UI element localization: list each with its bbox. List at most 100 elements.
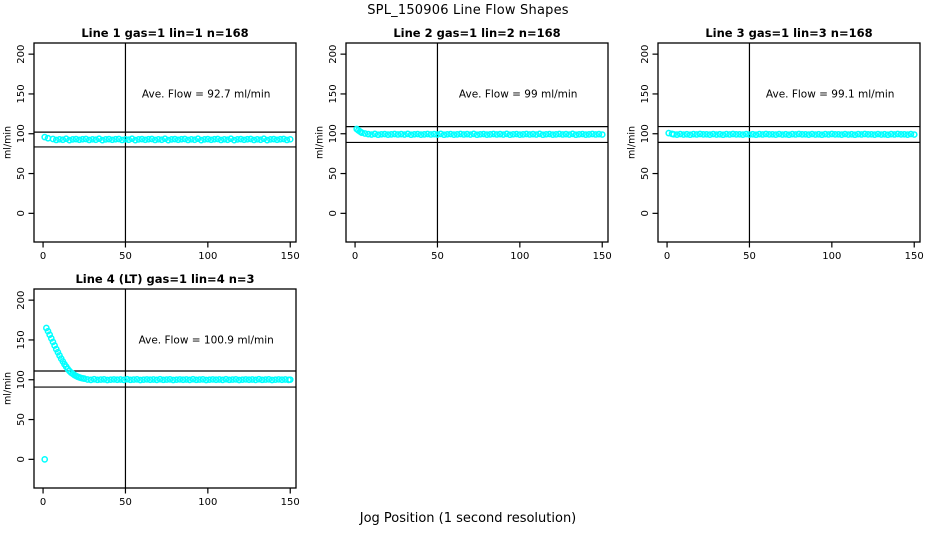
data-point [125,136,133,144]
x-tick-label: 100 [198,497,217,508]
data-point [95,135,103,143]
data-point [772,131,780,138]
data-point [216,376,223,383]
data-point [536,130,543,138]
plot-box [657,42,921,243]
data-point [49,338,57,346]
data-point [394,131,402,138]
data-point [769,130,776,138]
data-point [47,335,55,342]
data-point [598,131,606,138]
data-point [169,376,177,384]
panel-title: Line 2 gas=1 lin=2 n=168 [393,26,560,40]
data-point [46,331,54,339]
data-point [821,130,829,138]
data-point [868,130,875,138]
data-point [506,131,514,139]
data-point [404,130,412,138]
data-point [270,135,278,143]
data-point [273,136,281,144]
data-point [440,131,448,139]
y-tick-label: 0 [640,210,651,216]
data-point [424,130,431,138]
data-point [887,130,895,138]
data-point [97,376,105,383]
data-point [490,130,497,138]
data-point [197,136,205,144]
x-tick-label: 100 [822,251,841,262]
data-point [752,131,760,139]
data-point [237,135,245,143]
data-point [854,130,862,138]
x-tick-label: 50 [743,251,756,262]
panel-title: Line 1 gas=1 lin=1 n=168 [81,26,248,40]
data-point [387,131,395,138]
data-point [153,376,161,384]
data-point [673,131,681,138]
data-point [239,376,246,384]
x-tick-label: 100 [510,251,529,262]
panel-svg: Line 4 (LT) gas=1 lin=4 n=3 0 50 100 150 200 0… [3,272,300,508]
data-point [158,136,166,144]
data-point [861,130,869,138]
y-tick-label: 200 [328,45,339,64]
data-point [585,131,593,138]
data-point [683,130,691,138]
panel-line-4: Line 4 (LT) gas=1 lin=4 n=3 0 50 100 150 200 0… [0,268,312,516]
data-point [562,130,570,138]
data-point [196,376,203,383]
panel-line-2: Line 2 gas=1 lin=2 n=168 0 50 100 150 200 0 50 1… [312,22,624,270]
data-point [532,131,540,138]
data-point [250,136,258,144]
data-point [192,376,200,384]
data-point [276,135,284,143]
data-point [391,130,398,138]
data-point [453,131,461,138]
data-point [122,135,129,143]
data-point [437,130,445,138]
y-tick-label: 150 [16,330,27,349]
data-point [519,131,527,138]
y-tick-label: 200 [16,45,27,64]
data-point [194,135,202,143]
data-point [127,376,134,384]
data-point [171,135,179,143]
data-point [186,376,194,384]
data-point [161,135,169,143]
data-point [798,131,806,138]
panel-svg: Line 2 gas=1 lin=2 n=168 0 50 100 150 200 0 50 1… [315,26,612,262]
data-point [160,376,167,384]
data-point [87,376,95,384]
data-point [792,131,799,138]
data-point [212,376,220,384]
data-point [146,376,154,384]
data-point [220,135,228,143]
data-point [143,376,151,383]
data-point [858,131,865,138]
panel-line-1: Line 1 gas=1 lin=1 n=168 0 50 100 150 200 0 50 1… [0,22,312,270]
data-point [904,131,911,138]
data-point [253,135,261,143]
y-tick-label: 50 [328,167,339,180]
data-point [262,376,269,383]
data-point [693,131,701,138]
data-point [443,130,451,138]
panel-line-3: Line 3 gas=1 lin=3 n=168 0 50 100 150 200 0 50 1… [624,22,936,270]
data-point [265,375,273,383]
data-point [371,130,379,138]
data-point [742,130,750,138]
data-point [235,376,243,384]
y-tick-label: 100 [640,124,651,143]
data-point [831,131,839,138]
plot-box [33,288,297,489]
data-point [80,375,88,382]
data-point [559,131,567,138]
data-point [864,131,872,138]
scatter-points [41,133,294,144]
data-point [257,136,264,144]
data-point [278,376,286,384]
scatter-points [41,324,294,463]
data-point [716,130,724,138]
x-tick-label: 0 [352,251,358,262]
data-point [427,131,435,138]
